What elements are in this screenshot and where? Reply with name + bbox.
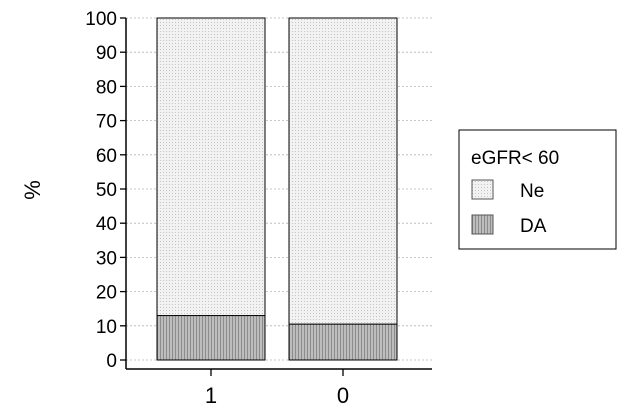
legend: eGFR< 60 Ne DA bbox=[458, 129, 617, 250]
x-tick-label: 0 bbox=[337, 383, 349, 408]
y-tick-label: 100 bbox=[85, 9, 117, 30]
bar-segment-da-0 bbox=[288, 323, 398, 361]
y-tick-label: 30 bbox=[96, 248, 117, 269]
legend-swatch-da bbox=[471, 214, 494, 235]
y-tick-label: 60 bbox=[96, 146, 117, 167]
axes bbox=[125, 18, 432, 370]
grid-lines bbox=[126, 17, 432, 361]
bar-segment-ne-1 bbox=[156, 17, 266, 317]
legend-swatch-ne bbox=[471, 179, 494, 200]
y-tick-label: 0 bbox=[106, 351, 117, 372]
bar-segment-ne-0 bbox=[288, 17, 398, 325]
bars bbox=[156, 17, 398, 361]
y-tick-label: 50 bbox=[96, 180, 117, 201]
bar-segment-da-1 bbox=[156, 315, 266, 361]
legend-label-da: DA bbox=[520, 216, 547, 237]
y-tick-label: 70 bbox=[96, 112, 117, 133]
y-tick-label: 40 bbox=[96, 214, 117, 235]
x-tick-label: 1 bbox=[205, 383, 217, 408]
y-tick-label: 20 bbox=[96, 283, 117, 304]
y-tick-label: 80 bbox=[96, 77, 117, 98]
legend-title: eGFR< 60 bbox=[471, 148, 559, 169]
y-tick-label: 90 bbox=[96, 43, 117, 64]
y-ticks: 0 10 20 30 40 50 60 70 80 90 100 bbox=[85, 9, 126, 372]
y-axis-label: % bbox=[20, 180, 45, 200]
y-tick-label: 10 bbox=[96, 317, 117, 338]
legend-label-ne: Ne bbox=[520, 181, 544, 202]
